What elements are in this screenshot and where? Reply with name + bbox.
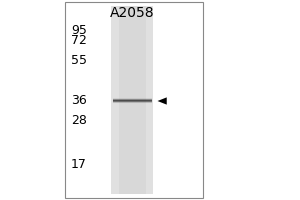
Text: 72: 72: [71, 34, 87, 47]
Text: 95: 95: [71, 24, 87, 38]
Text: 17: 17: [71, 158, 87, 171]
Text: 36: 36: [71, 95, 87, 108]
Polygon shape: [158, 97, 167, 105]
Text: A2058: A2058: [110, 6, 154, 20]
Bar: [111, 6, 153, 194]
Bar: [118, 6, 146, 194]
Text: 28: 28: [71, 114, 87, 128]
Bar: [64, 2, 203, 198]
Text: 55: 55: [71, 54, 87, 68]
